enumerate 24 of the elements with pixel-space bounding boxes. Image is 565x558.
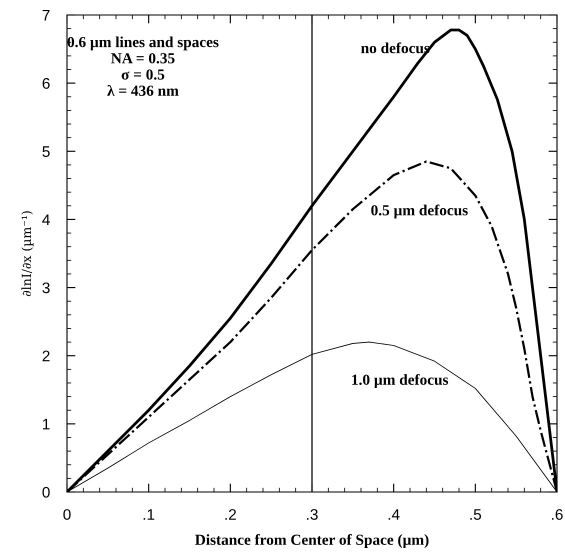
x-tick-label: .4 [388,509,400,520]
y-tick-label: 6 [42,78,50,89]
x-tick-label: .3 [307,509,318,520]
y-tick-label: 5 [42,146,50,157]
annotation: σ = 0.5 [122,69,164,80]
series-label: 1.0 µm defocus [352,374,448,388]
annotation: 0.6 µm lines and spaces [68,36,218,50]
y-tick-label: 3 [42,282,50,294]
y-tick-label: 0 [42,486,50,498]
x-axis-title: Distance from Center of Space (µm) [195,534,429,548]
annotation: λ = 436 nm [107,84,179,96]
y-tick-label: 1 [43,418,50,430]
x-tick-label: .6 [552,509,563,520]
annotation: NA = 0.35 [111,53,175,64]
x-tick-label: 0 [63,509,71,520]
y-tick-label: 2 [42,350,50,362]
x-tick-label: .1 [144,509,154,520]
x-tick-label: .2 [225,509,236,520]
series-label: 0.5 µm defocus [371,204,468,219]
series-label: no defocus [361,42,430,54]
y-tick-label: 7 [42,10,50,21]
y-axis-title: ∂lnI/∂x (µm⁻¹) [21,211,34,296]
y-tick-label: 4 [42,214,50,225]
x-tick-label: .5 [470,509,482,520]
